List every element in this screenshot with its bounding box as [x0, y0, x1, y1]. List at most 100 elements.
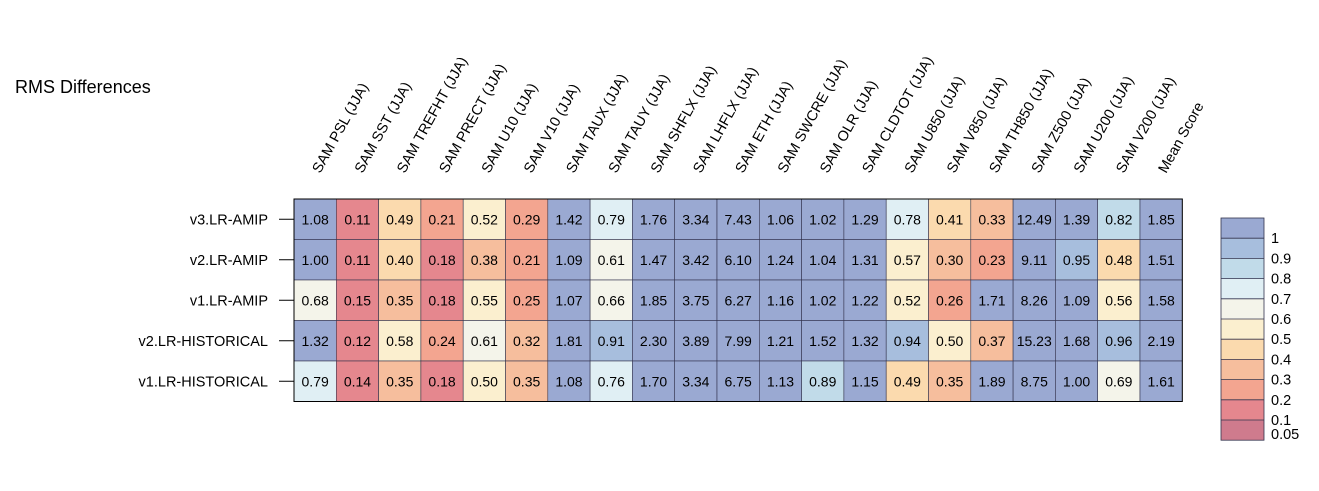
cell-value-label: 0.49: [386, 211, 413, 227]
heatmap-cell: [632, 360, 676, 402]
cell-value-label: 3.75: [682, 292, 709, 308]
cell-value-label: 1.52: [809, 333, 836, 349]
cell-value-label: 0.48: [1105, 252, 1132, 268]
colorbar-tick-label: 0.5: [1271, 332, 1291, 348]
colorbar-swatch: [1221, 420, 1264, 441]
heatmap-cell: [716, 360, 760, 402]
heatmap-cell: [632, 279, 676, 321]
colorbar-tick-label: 1: [1271, 231, 1279, 247]
cell-value-label: 0.91: [598, 333, 625, 349]
cell-value-label: 0.79: [302, 373, 329, 389]
cell-value-label: 1.76: [640, 211, 667, 227]
heatmap-cell: [420, 360, 464, 402]
cell-value-label: 0.37: [978, 333, 1005, 349]
cell-value-label: 1.13: [767, 373, 794, 389]
cell-value-label: 1.00: [302, 252, 329, 268]
heatmap-cell: [335, 239, 379, 281]
cell-value-label: 6.10: [725, 252, 752, 268]
cell-value-label: 1.61: [1148, 373, 1175, 389]
cell-value-label: 0.52: [894, 292, 921, 308]
heatmap-cell: [970, 360, 1014, 402]
heatmap-cell: [632, 239, 676, 281]
column-labels: SAM PSL (JJA)SAM SST (JJA)SAM TREFHT (JJ…: [310, 54, 1208, 176]
heatmap-cell: [420, 279, 464, 321]
cell-value-label: 0.35: [386, 292, 413, 308]
heatmap-cell: [716, 239, 760, 281]
heatmap-cell: [505, 360, 549, 402]
heatmap-cell: [801, 279, 845, 321]
heatmap-cell: [928, 360, 972, 402]
cell-value-label: 1.06: [767, 211, 794, 227]
heatmap-cell: [1055, 320, 1099, 362]
cell-value-label: 3.42: [682, 252, 709, 268]
cell-value-label: 0.50: [471, 373, 498, 389]
colorbar-swatch: [1221, 319, 1264, 340]
row-label: v1.LR-AMIP: [190, 293, 268, 309]
cell-value-label: 1.08: [555, 373, 582, 389]
heatmap-cell: [420, 239, 464, 281]
heatmap-cell: [843, 360, 887, 402]
cell-value-label: 12.49: [1017, 211, 1052, 227]
cell-value-label: 3.34: [682, 373, 709, 389]
colorbar-tick-label: 0.9: [1271, 251, 1291, 267]
colorbar-swatch: [1221, 298, 1264, 319]
cell-value-label: 0.35: [936, 373, 963, 389]
cell-value-label: 8.26: [1021, 292, 1048, 308]
colorbar-swatch: [1221, 278, 1264, 299]
row-labels: v3.LR-AMIP v2.LR-AMIP v1.LR-AMIP v2.LR-HIST…: [139, 212, 294, 390]
cell-value-label: 0.66: [598, 292, 625, 308]
heatmap-cell: [1097, 279, 1141, 321]
cell-value-label: 1.08: [302, 211, 329, 227]
colorbar-tick-label: 0.8: [1271, 272, 1291, 288]
cell-value-label: 1.70: [640, 373, 667, 389]
cell-value-label: 7.43: [725, 211, 752, 227]
cell-value-label: 6.27: [725, 292, 752, 308]
heatmap-cell: [547, 239, 591, 281]
heatmap-cell: [589, 360, 633, 402]
cell-value-label: 1.68: [1063, 333, 1090, 349]
cell-value-label: 2.19: [1148, 333, 1175, 349]
colorbar-tick-label: 0.3: [1271, 373, 1291, 389]
heatmap-cell: [335, 279, 379, 321]
cell-value-label: 1.04: [809, 252, 836, 268]
cell-value-label: 0.18: [428, 252, 455, 268]
heatmap-cell: [505, 198, 549, 240]
colorbar-tick-label: 0.05: [1271, 427, 1299, 443]
cell-value-label: 0.18: [428, 373, 455, 389]
heatmap-cell: [462, 360, 506, 402]
heatmap-cell: [758, 279, 802, 321]
colorbar-swatch: [1221, 399, 1264, 420]
cell-value-label: 0.11: [344, 211, 370, 227]
cell-value-label: 0.30: [936, 252, 963, 268]
colorbar-tick-label: 0.4: [1271, 352, 1291, 368]
cell-value-label: 0.56: [1105, 292, 1132, 308]
heatmap-cell: [420, 320, 464, 362]
colorbar-swatch: [1221, 238, 1264, 259]
heatmap-cell: [1139, 198, 1183, 240]
cell-value-label: 0.29: [513, 211, 540, 227]
cell-value-label: 1.16: [767, 292, 794, 308]
cell-value-label: 9.11: [1021, 252, 1047, 268]
heatmap-cell: [801, 320, 845, 362]
heatmap-cell: [1097, 198, 1141, 240]
row-label: v2.LR-HISTORICAL: [139, 334, 268, 350]
cell-value-label: 0.25: [513, 292, 540, 308]
cell-value-label: 1.42: [555, 211, 582, 227]
colorbar-legend: 1 0.9 0.8 0.7 0.6 0.5 0.4 0.3 0.2 0.10.05: [1220, 217, 1299, 443]
heatmap-cell: [1055, 279, 1099, 321]
heatmap-cell: [885, 239, 929, 281]
heatmap-cell: [801, 360, 845, 402]
cell-value-label: 0.35: [513, 373, 540, 389]
cell-value-label: 0.57: [894, 252, 921, 268]
heatmap-cell: [1097, 360, 1141, 402]
cell-value-label: 0.14: [344, 373, 371, 389]
heatmap-cell: [420, 198, 464, 240]
cell-value-label: 1.09: [555, 252, 582, 268]
cell-value-label: 0.68: [302, 292, 329, 308]
cell-value-label: 0.52: [471, 211, 498, 227]
heatmap-cell: [928, 320, 972, 362]
cell-value-label: 0.82: [1105, 211, 1132, 227]
heatmap-cell: [547, 279, 591, 321]
heatmap-cell: [674, 279, 718, 321]
